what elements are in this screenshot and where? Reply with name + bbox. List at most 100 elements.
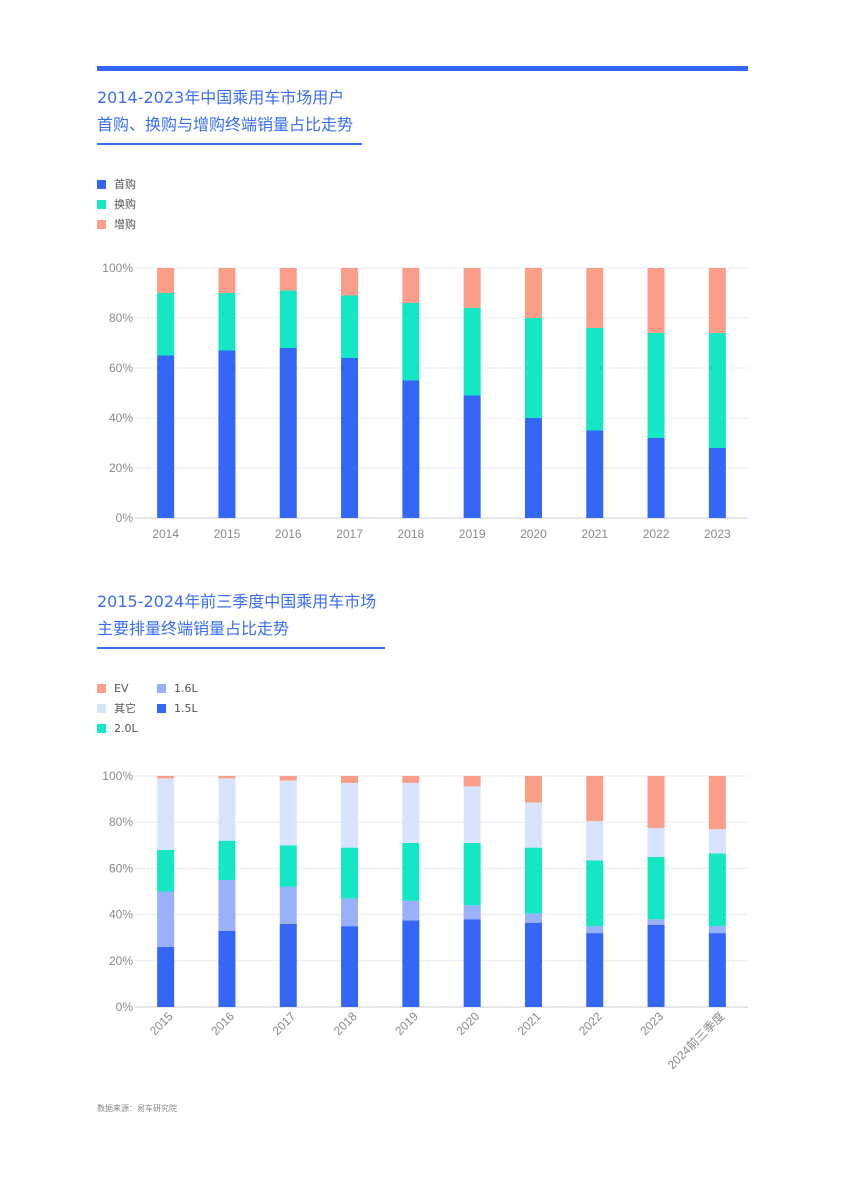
chart1-plot: 0% 20% 40% 60% 80% 100% 2014 2015 2016 2017 2018 20… [102, 261, 748, 541]
chart2-xtick-label: 2020 [453, 1009, 482, 1038]
chart1-ytick-label: 80% [109, 311, 133, 325]
chart1-title-underline [97, 143, 362, 145]
chart2-legend-item: 1.6L [157, 680, 198, 696]
chart2-legend-swatch [157, 683, 166, 693]
chart1-xtick-label: 2016 [275, 527, 302, 541]
chart2-ytick-label: 100% [102, 769, 133, 783]
chart2-bar-segment [524, 913, 542, 923]
chart1-bar-segment [402, 268, 420, 303]
chart2-bar-segment [402, 920, 420, 1007]
chart1-bar-segment [708, 268, 726, 333]
chart1-legend-item: 首购 [97, 176, 136, 192]
chart1-legend-swatch [97, 199, 106, 209]
chart2-legend-swatch [97, 723, 106, 733]
chart2-bar-segment [402, 842, 420, 901]
chart2-bar-segment [157, 946, 175, 1007]
chart2-legend-label: 1.6L [174, 681, 198, 695]
chart1-bar-segment [524, 318, 542, 418]
chart2-xtick-label: 2017 [270, 1009, 299, 1038]
chart2-legend-item: 其它 [97, 700, 136, 716]
chart2-xtick-label: 2023 [637, 1009, 666, 1038]
chart2-bar-segment [708, 933, 726, 1007]
chart2-bar-segment [647, 919, 665, 925]
chart1-bar-segment [524, 418, 542, 518]
chart1-bar-segment [218, 293, 236, 351]
chart2-xtick-label: 2016 [208, 1009, 237, 1038]
chart1-bar-segment [586, 268, 604, 328]
chart2-xtick-label: 2015 [147, 1009, 176, 1038]
chart1-title: 2014-2023年中国乘用车市场用户 首购、换购与增购终端销量占比走势 [97, 84, 353, 138]
chart2-legend-label: EV [114, 681, 129, 695]
chart2-title-line1: 2015-2024年前三季度中国乘用车市场 [97, 592, 377, 611]
chart2-bar-segment [218, 776, 236, 779]
chart1-xtick-label: 2022 [643, 527, 670, 541]
chart2-bar-segment [586, 926, 604, 934]
chart2-bar-segment [279, 845, 297, 887]
chart2-bar-segment [586, 776, 604, 822]
chart1-legend-item: 增购 [97, 216, 136, 232]
chart2-bar-segment [157, 849, 175, 892]
chart2-legend-item: EV [97, 680, 128, 696]
chart2-bar-segment [157, 776, 175, 779]
chart1-legend-label: 首购 [114, 178, 136, 191]
chart1-bar-segment [463, 308, 481, 396]
chart2-bar-segment [218, 930, 236, 1007]
chart1-ytick-label: 20% [109, 461, 133, 475]
chart1-bar-segment [647, 333, 665, 438]
chart1-bar-segment [708, 333, 726, 448]
chart1-bar-segment [218, 350, 236, 518]
chart2-bar-segment [402, 782, 420, 843]
chart2-bar-segment [524, 922, 542, 1007]
chart2-bar-segment [218, 840, 236, 880]
chart1-bar-segment [341, 295, 359, 358]
chart1-bar-segment [463, 395, 481, 518]
chart1-bar-segment [586, 328, 604, 431]
chart1-bar-segment [279, 268, 297, 291]
chart1-bar-segment [647, 268, 665, 333]
chart1-bar-segment [157, 293, 175, 356]
chart2-xtick-label: 2018 [331, 1009, 360, 1038]
chart1-bar-segment [157, 355, 175, 518]
chart2-ytick-label: 60% [109, 861, 133, 875]
chart2-bar-segment [463, 919, 481, 1007]
chart2-bar-segment [586, 933, 604, 1007]
chart1-legend-label: 换购 [114, 198, 136, 211]
chart2-bar-segment [341, 782, 359, 848]
chart2-bar-segment [708, 853, 726, 927]
chart1-bar-segment [708, 448, 726, 518]
chart2-xtick-label: 2019 [392, 1009, 421, 1038]
chart1-xtick-label: 2017 [336, 527, 363, 541]
chart2-ytick-label: 0% [116, 1000, 134, 1014]
chart2-bar-segment [279, 780, 297, 846]
chart2-bar-segment [647, 924, 665, 1007]
chart1-bar-segment [402, 380, 420, 518]
chart1-legend-item: 换购 [97, 196, 136, 212]
chart2-legend-swatch [97, 703, 106, 713]
chart2-bar-segment [524, 776, 542, 803]
chart2-bar-segment [524, 802, 542, 848]
chart1-bar-segment [218, 268, 236, 293]
chart2-bar-segment [647, 776, 665, 828]
chart2-bar-segment [279, 923, 297, 1007]
chart2-bar-segment [708, 829, 726, 854]
chart2-legend-swatch [157, 703, 166, 713]
chart1-bar-segment [341, 268, 359, 296]
chart1-ytick-label: 100% [102, 261, 133, 275]
chart1-bar-segment [157, 268, 175, 293]
chart2-legend-label: 1.5L [174, 701, 198, 715]
chart2-legend-item: 1.5L [157, 700, 198, 716]
chart1-bar-segment [647, 438, 665, 518]
chart1-xtick-label: 2023 [704, 527, 731, 541]
chart1-bar-segment [279, 348, 297, 518]
top-accent-bar [97, 66, 748, 71]
chart1-bar-segment [402, 303, 420, 381]
chart2-bar-segment [708, 776, 726, 830]
chart1-xtick-label: 2014 [152, 527, 179, 541]
chart1-bar-segment [279, 290, 297, 348]
chart2-bar-segment [647, 827, 665, 857]
chart2-bar-segment [157, 778, 175, 850]
chart1-xtick-label: 2015 [214, 527, 241, 541]
chart1-title-line2: 首购、换购与增购终端销量占比走势 [97, 115, 354, 134]
chart1-legend-swatch [97, 179, 106, 189]
